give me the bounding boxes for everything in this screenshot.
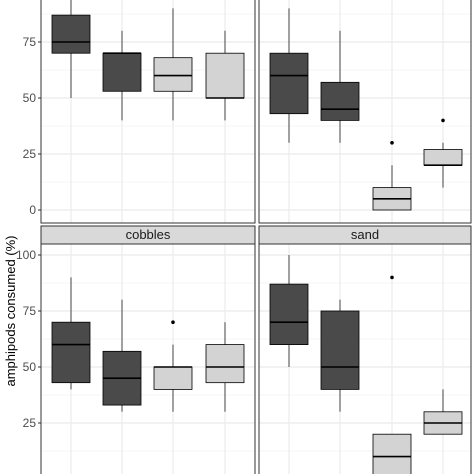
- panel-background: [259, 244, 471, 474]
- boxplot-group: [205, 30, 245, 121]
- y-tick-label: 25: [23, 416, 37, 430]
- y-tick-label: 75: [23, 304, 37, 318]
- outlier-point: [390, 141, 394, 145]
- boxplot-group: [153, 320, 193, 412]
- boxplot-group: [51, 277, 91, 390]
- y-tick-label: 0: [29, 203, 36, 217]
- y-tick-label: 50: [23, 360, 37, 374]
- panel-border: [258, 243, 472, 474]
- panel-border: [258, 0, 472, 224]
- y-tick-label: 25: [23, 147, 37, 161]
- box-iqr: [205, 52, 245, 99]
- boxplot-group: [372, 275, 412, 474]
- facet-strip-label: sand: [351, 227, 379, 242]
- boxplot-group: [269, 8, 309, 143]
- boxplot-group: [269, 255, 309, 367]
- box-iqr: [320, 310, 360, 390]
- box-iqr: [153, 57, 193, 92]
- box-iqr: [51, 14, 91, 54]
- panel-plot-area: [41, 244, 255, 474]
- box-iqr: [51, 321, 91, 384]
- y-tick-label: 50: [23, 91, 37, 105]
- boxplot-group: [320, 299, 360, 412]
- y-axis-title: amphipods consumed (%): [3, 235, 18, 386]
- facet-panel: 0 25 50 75: [23, 0, 256, 224]
- boxplot-group: [423, 118, 463, 188]
- boxplot-group: [320, 30, 360, 143]
- outlier-point: [390, 275, 394, 280]
- facet-panel: sand: [258, 225, 472, 474]
- boxplot-group: [423, 389, 463, 435]
- boxplot-group: [372, 141, 412, 211]
- box-iqr: [205, 344, 245, 384]
- boxplot-group: [51, 0, 91, 98]
- panel-plot-area: [41, 0, 255, 223]
- panel-border: [40, 243, 256, 474]
- box-iqr: [153, 366, 193, 390]
- box-iqr: [269, 283, 309, 345]
- facet-panels: 0 25 50 75 cobbles 25 50 75 100 sand: [16, 0, 472, 474]
- panel-border: [40, 0, 256, 224]
- outlier-point: [171, 320, 175, 325]
- facet-strip-label: cobbles: [126, 227, 171, 242]
- boxplot-group: [205, 322, 245, 412]
- panel-plot-area: [259, 244, 471, 474]
- box-iqr: [102, 52, 142, 92]
- facet-panel: cobbles 25 50 75 100: [16, 225, 256, 474]
- panel-plot-area: [259, 0, 471, 223]
- y-tick-label: 100: [16, 248, 36, 262]
- box-iqr: [423, 149, 463, 166]
- box-iqr: [372, 433, 412, 474]
- outlier-point: [441, 118, 445, 123]
- boxplot-group: [153, 8, 193, 121]
- boxplot-group: [102, 299, 142, 412]
- facet-panel: [258, 0, 472, 224]
- box-iqr: [269, 52, 309, 115]
- y-tick-label: 75: [23, 35, 37, 49]
- boxplot-group: [102, 30, 142, 121]
- box-iqr: [320, 81, 360, 121]
